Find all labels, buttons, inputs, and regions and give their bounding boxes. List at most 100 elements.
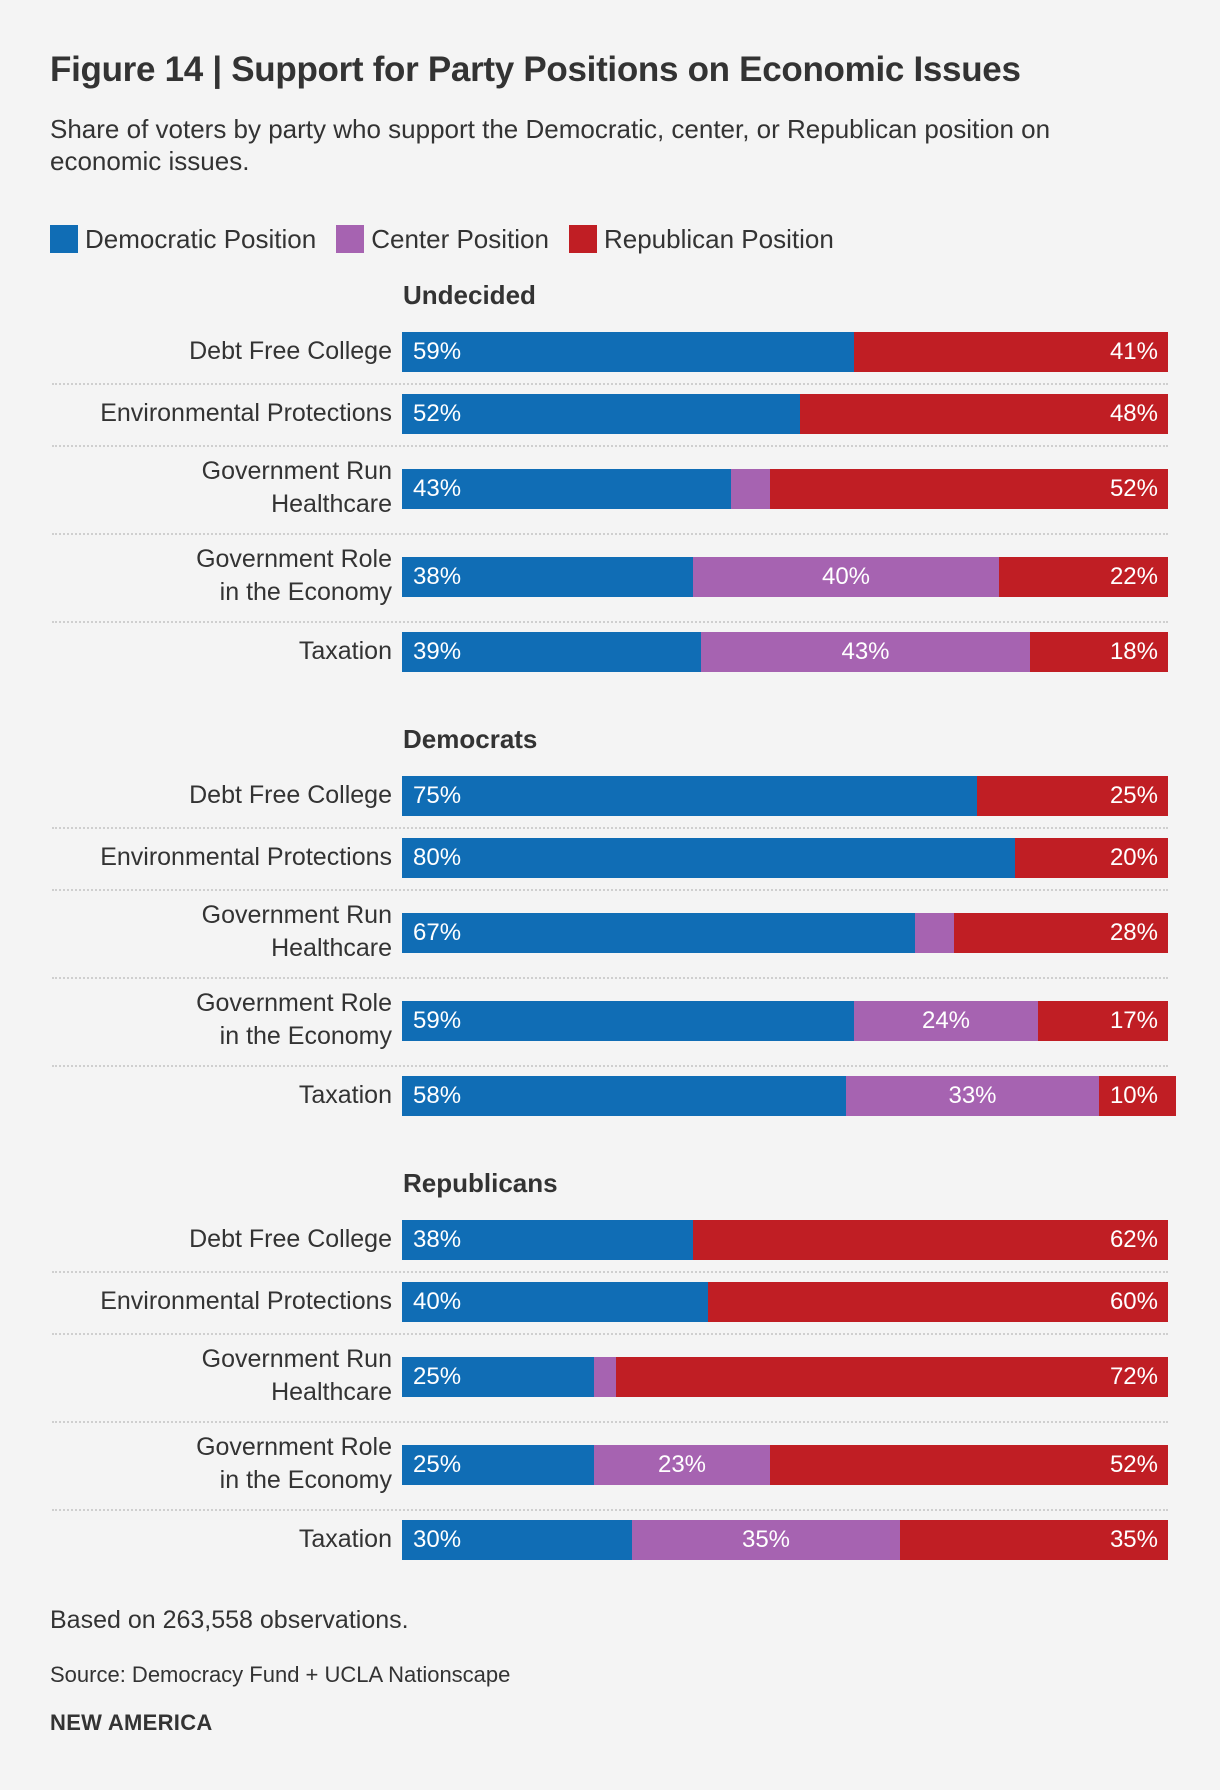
- row-separator: [52, 621, 1168, 623]
- bar-segment-democratic: [402, 1357, 594, 1397]
- row-separator: [52, 977, 1168, 979]
- row-label-environmental-protections: Environmental Protections: [42, 397, 392, 430]
- data-label-republican: 25%: [1109, 782, 1158, 809]
- section-title-undecided: Undecided: [403, 280, 536, 310]
- row-label-line: Debt Free College: [189, 1224, 392, 1253]
- bar-segment-democratic: [402, 838, 1015, 878]
- row-label-government-role-in-the-economy: Government Role in the Economy: [42, 543, 392, 609]
- data-label-center: 40%: [821, 563, 871, 590]
- bar-segment-republican: [854, 332, 1168, 372]
- data-label-republican: 35%: [1109, 1526, 1158, 1553]
- data-label-democratic: 38%: [413, 563, 462, 590]
- bar-democrats-government-role-in-the-economy: 59% 24% 17%: [402, 1001, 1168, 1041]
- bar-undecided-taxation: 39% 43% 18%: [402, 632, 1168, 672]
- bar-democrats-debt-free-college: 75% 25%: [402, 776, 1168, 816]
- row-label-government-run-healthcare: Government Run Healthcare: [42, 455, 392, 521]
- bar-segment-democratic: [402, 394, 800, 434]
- data-label-republican: 72%: [1109, 1363, 1158, 1390]
- observations-note: Based on 263,558 observations.: [50, 1606, 409, 1634]
- row-label-line: in the Economy: [219, 578, 392, 606]
- bar-segment-republican: [770, 1445, 1168, 1485]
- bar-segment-republican: [1099, 1076, 1176, 1116]
- legend-label-center: Center Position: [371, 223, 549, 254]
- section-title-democrats: Democrats: [403, 724, 538, 754]
- bar-segment-democratic: [402, 632, 701, 672]
- bar-segment-republican: [770, 469, 1168, 509]
- bar-democrats-government-run-healthcare: 67% 28%: [402, 913, 1168, 953]
- data-label-democratic: 75%: [413, 782, 462, 809]
- chart-title: Figure 14 | Support for Party Positions …: [50, 50, 1021, 89]
- legend-item-center: Center Position: [336, 224, 549, 255]
- row-label-government-run-healthcare: Government Run Healthcare: [42, 899, 392, 965]
- bar-segment-center: [731, 469, 770, 509]
- bar-segment-republican: [954, 913, 1168, 953]
- data-label-republican: 18%: [1109, 638, 1158, 665]
- bar-undecided-government-role-in-the-economy: 38% 40% 22%: [402, 557, 1168, 597]
- bar-democrats-environmental-protections: 80% 20%: [402, 838, 1168, 878]
- bar-segment-democratic: [402, 557, 693, 597]
- data-label-republican: 62%: [1109, 1226, 1158, 1253]
- bar-segment-republican: [1015, 838, 1168, 878]
- row-label-line: Debt Free College: [189, 336, 392, 365]
- data-label-republican: 22%: [1109, 563, 1158, 590]
- bar-undecided-environmental-protections: 52% 48%: [402, 394, 1168, 434]
- data-label-democratic: 39%: [413, 638, 462, 665]
- bar-segment-center: [915, 913, 954, 953]
- data-label-democratic: 38%: [413, 1226, 462, 1253]
- row-label-government-role-in-the-economy: Government Role in the Economy: [42, 987, 392, 1053]
- data-label-republican: 52%: [1109, 475, 1158, 502]
- data-label-democratic: 58%: [413, 1082, 462, 1109]
- legend-label-democratic: Democratic Position: [85, 223, 317, 254]
- bar-segment-republican: [800, 394, 1168, 434]
- bar-segment-democratic: [402, 1076, 846, 1116]
- bar-republicans-taxation: 30% 35% 35%: [402, 1520, 1168, 1560]
- legend-swatch-republican: [568, 225, 597, 253]
- data-label-center: 43%: [841, 638, 890, 665]
- data-label-republican: 28%: [1109, 919, 1158, 946]
- row-label-government-run-healthcare: Government Run Healthcare: [42, 1343, 392, 1409]
- bar-segment-center: [693, 557, 999, 597]
- row-label-line: Healthcare: [271, 1378, 392, 1406]
- row-label-debt-free-college: Debt Free College: [42, 1223, 392, 1256]
- bar-segment-democratic: [402, 1445, 594, 1485]
- data-label-democratic: 52%: [413, 400, 462, 427]
- legend-label-republican: Republican Position: [603, 223, 834, 254]
- data-label-democratic: 40%: [413, 1288, 462, 1315]
- bar-segment-republican: [1030, 632, 1168, 672]
- legend-item-republican: Republican Position: [568, 223, 834, 255]
- row-label-line: Debt Free College: [189, 780, 392, 809]
- bar-segment-democratic: [402, 332, 854, 372]
- data-label-republican: 41%: [1109, 338, 1158, 365]
- data-label-republican: 10%: [1109, 1082, 1158, 1109]
- row-separator: [52, 889, 1168, 891]
- row-label-taxation: Taxation: [42, 1523, 392, 1556]
- bar-segment-democratic: [402, 776, 977, 816]
- row-label-line: Taxation: [298, 1080, 392, 1109]
- row-label-taxation: Taxation: [42, 635, 392, 668]
- data-label-democratic: 25%: [413, 1363, 462, 1390]
- bar-undecided-debt-free-college: 59% 41%: [402, 332, 1168, 372]
- data-label-center: 33%: [948, 1082, 997, 1109]
- chart-subtitle: Share of voters by party who support the…: [50, 114, 1051, 176]
- row-separator: [52, 1421, 1168, 1423]
- bar-segment-republican: [616, 1357, 1168, 1397]
- row-label-line: Government Run: [201, 901, 392, 929]
- bar-democrats-taxation: 58% 33% 10%: [402, 1076, 1176, 1116]
- bar-segment-republican: [693, 1220, 1168, 1260]
- bar-segment-center: [594, 1445, 770, 1485]
- bar-segment-republican: [1038, 1001, 1168, 1041]
- row-label-line: Taxation: [298, 636, 392, 665]
- legend: Democratic Position Center Position Repu…: [50, 224, 854, 254]
- bar-segment-republican: [708, 1282, 1168, 1322]
- row-label-taxation: Taxation: [42, 1079, 392, 1112]
- bar-segment-center: [632, 1520, 900, 1560]
- legend-swatch-democratic: [50, 225, 78, 253]
- row-label-line: Environmental Protections: [100, 842, 392, 871]
- brand-logo-text: NEW AMERICA: [50, 1710, 213, 1735]
- row-label-line: Government Role: [196, 545, 392, 573]
- bar-republicans-government-role-in-the-economy: 25% 23% 52%: [402, 1445, 1168, 1485]
- bar-republicans-debt-free-college: 38% 62%: [402, 1220, 1168, 1260]
- row-label-line: in the Economy: [219, 1022, 392, 1050]
- row-separator: [52, 383, 1168, 385]
